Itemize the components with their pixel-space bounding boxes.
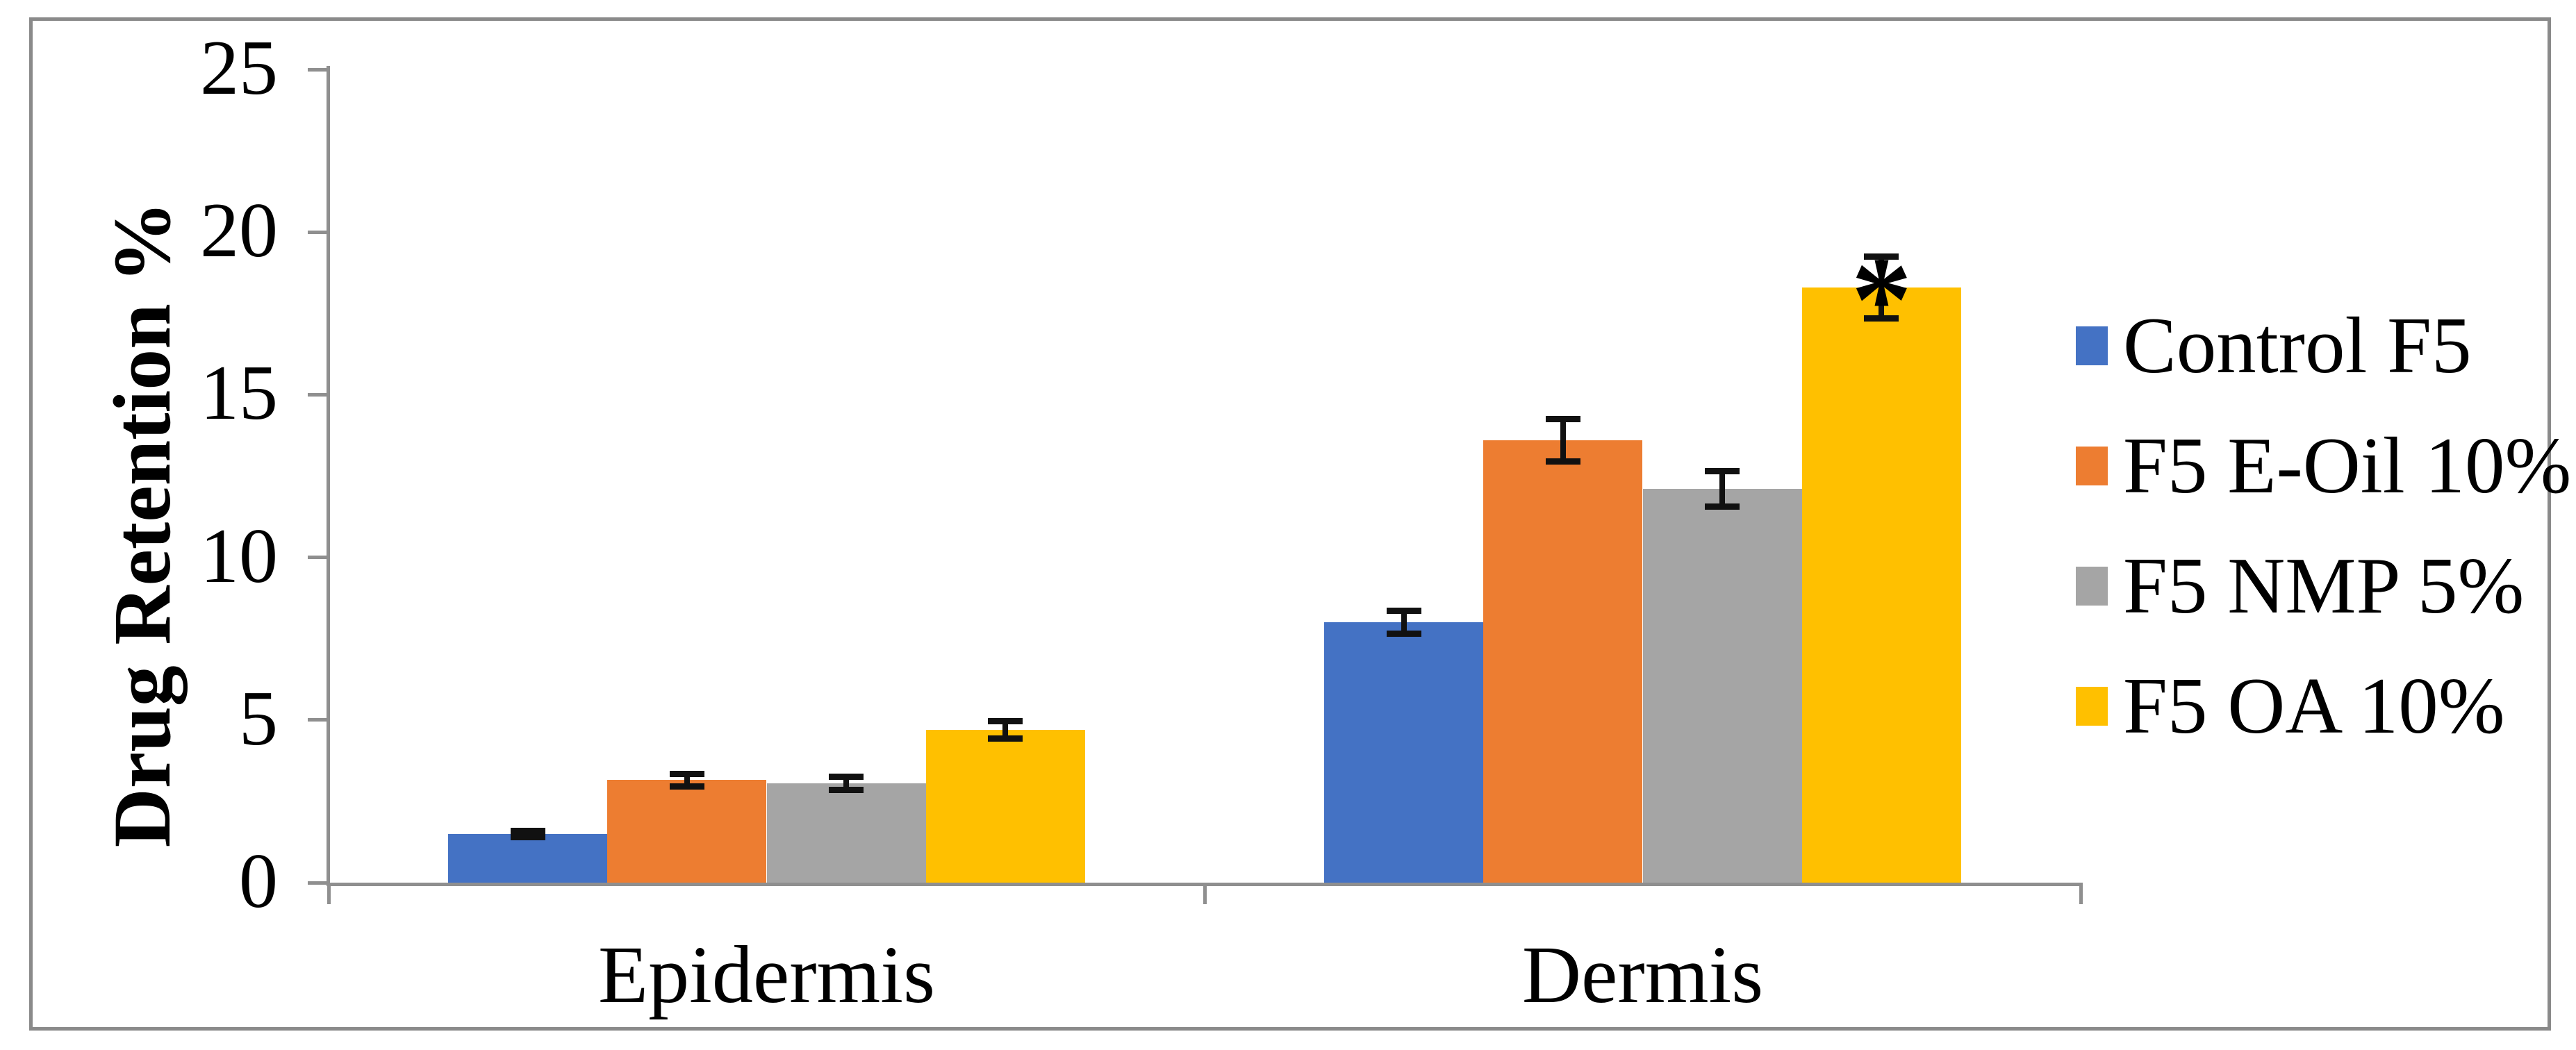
legend-label-f5-oa-10: F5 OA 10%	[2123, 662, 2505, 750]
error-bar-control-f5-dermis	[1401, 610, 1407, 634]
error-bar-cap-bottom-f5-nmp-5-epidermis	[829, 787, 864, 793]
error-bar-f5-oa-10-dermis	[1879, 256, 1885, 319]
error-bar-control-f5-epidermis	[525, 831, 531, 838]
bar-control-f5-epidermis	[447, 833, 608, 883]
y-tick-label-20: 20	[200, 188, 278, 274]
legend-swatch-f5-e-oil-10	[2076, 447, 2108, 485]
error-bar-f5-oa-10-epidermis	[1002, 721, 1009, 739]
error-bar-cap-bottom-f5-e-oil-10-dermis	[1545, 458, 1580, 465]
error-bar-cap-top-control-f5-dermis	[1386, 608, 1421, 615]
bar-f5-nmp-5-dermis	[1642, 489, 1802, 883]
y-tick-label-0: 0	[239, 838, 278, 924]
error-bar-cap-top-f5-oa-10-epidermis	[988, 717, 1023, 724]
error-bar-cap-bottom-control-f5-epidermis	[510, 833, 545, 840]
error-bar-cap-bottom-f5-e-oil-10-epidermis	[669, 783, 704, 790]
legend-swatch-control-f5	[2076, 326, 2108, 365]
error-bar-cap-top-f5-e-oil-10-epidermis	[669, 770, 704, 777]
x-category-label-dermis: Dermis	[1521, 929, 1764, 1020]
legend-label-f5-nmp-5: F5 NMP 5%	[2123, 542, 2525, 630]
x-tick-mark-1	[1203, 883, 1207, 904]
error-bar-f5-nmp-5-dermis	[1719, 471, 1726, 507]
error-bar-cap-top-f5-oa-10-dermis	[1864, 253, 1899, 260]
error-bar-cap-top-f5-e-oil-10-dermis	[1545, 416, 1580, 423]
y-tick-label-25: 25	[200, 25, 278, 111]
significance-marker-f5-oa-10-dermis: *	[1851, 232, 1913, 367]
bar-f5-e-oil-10-epidermis	[607, 780, 767, 883]
legend-swatch-f5-oa-10	[2076, 687, 2108, 726]
bar-f5-nmp-5-epidermis	[766, 783, 926, 883]
error-bar-cap-bottom-control-f5-dermis	[1386, 631, 1421, 638]
error-bar-f5-nmp-5-epidermis	[843, 776, 850, 790]
legend-label-control-f5: Control F5	[2123, 301, 2472, 390]
y-tick-mark-15	[308, 392, 329, 397]
y-tick-label-10: 10	[200, 512, 278, 599]
y-tick-mark-0	[308, 881, 329, 885]
bar-control-f5-dermis	[1323, 622, 1484, 883]
error-bar-cap-top-f5-nmp-5-epidermis	[829, 774, 864, 781]
x-category-label-epidermis: Epidermis	[597, 929, 936, 1020]
legend-label-f5-e-oil-10: F5 E-Oil 10%	[2123, 422, 2572, 510]
error-bar-cap-top-f5-nmp-5-dermis	[1705, 467, 1740, 474]
y-tick-mark-25	[308, 67, 329, 72]
y-tick-mark-20	[308, 230, 329, 234]
y-tick-label-15: 15	[200, 350, 278, 437]
error-bar-f5-e-oil-10-dermis	[1560, 419, 1566, 462]
y-tick-mark-5	[308, 718, 329, 722]
bar-f5-oa-10-dermis	[1801, 287, 1962, 883]
bar-f5-oa-10-epidermis	[925, 729, 1086, 883]
error-bar-cap-bottom-f5-nmp-5-dermis	[1705, 503, 1740, 510]
error-bar-cap-bottom-f5-oa-10-dermis	[1864, 315, 1899, 322]
legend: Control F5 F5 E-Oil 10% F5 NMP 5% F5 OA 10%	[2076, 0, 2571, 1050]
error-bar-cap-top-control-f5-epidermis	[510, 827, 545, 834]
y-tick-mark-10	[308, 556, 329, 560]
error-bar-f5-e-oil-10-epidermis	[684, 774, 690, 787]
y-tick-label-5: 5	[239, 675, 278, 762]
x-tick-mark-2	[2079, 883, 2083, 904]
figure-border	[29, 17, 2551, 1031]
bar-f5-e-oil-10-dermis	[1483, 440, 1643, 883]
legend-swatch-f5-nmp-5	[2076, 567, 2108, 606]
y-axis-line	[327, 66, 330, 886]
x-tick-mark-0	[327, 883, 331, 904]
error-bar-cap-bottom-f5-oa-10-epidermis	[988, 735, 1023, 742]
